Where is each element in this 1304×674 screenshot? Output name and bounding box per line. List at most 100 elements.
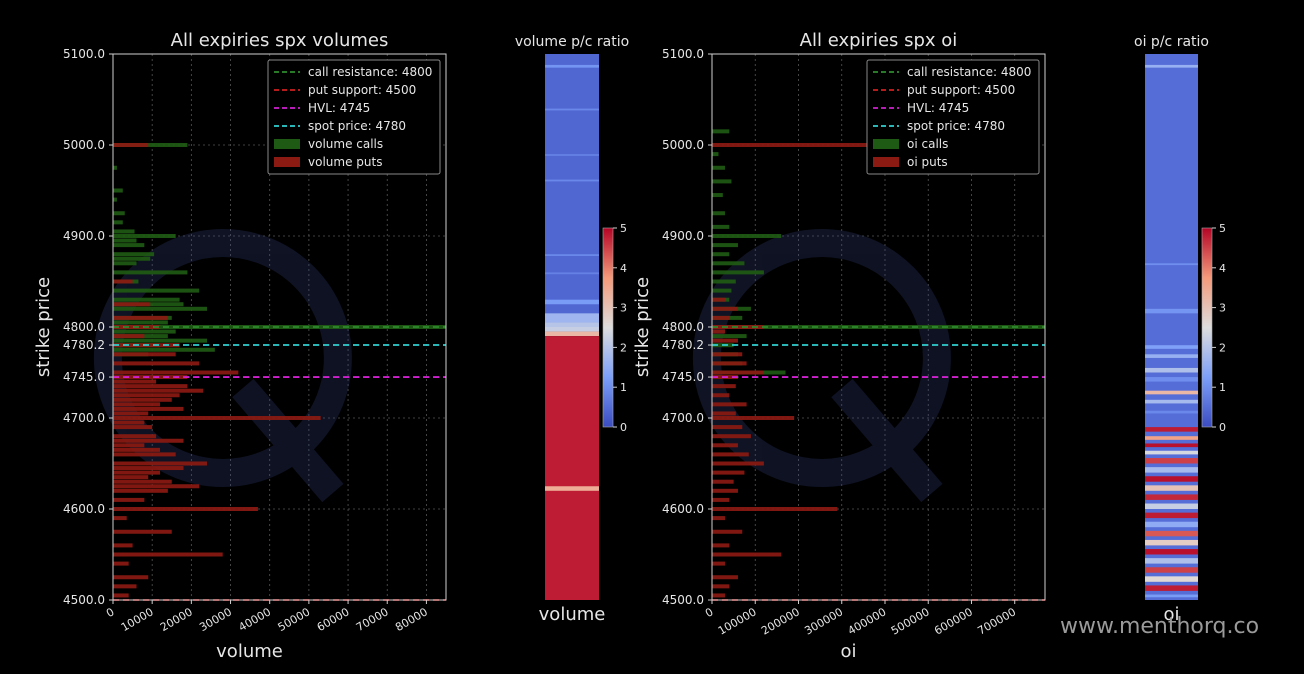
heatmap-band bbox=[545, 54, 599, 327]
bar bbox=[113, 420, 145, 425]
bar bbox=[113, 484, 200, 489]
heatmap-band bbox=[1145, 539, 1198, 546]
bar bbox=[113, 347, 215, 352]
bar bbox=[113, 188, 123, 193]
x-axis-label: volume bbox=[216, 641, 283, 662]
bar bbox=[113, 325, 446, 329]
heatmap-band bbox=[1145, 549, 1198, 555]
y-axis-label: strike price bbox=[632, 277, 653, 377]
heatmap-band bbox=[1145, 458, 1198, 464]
bar bbox=[113, 288, 200, 293]
bar bbox=[113, 238, 137, 243]
chart-title: All expiries spx volumes bbox=[171, 30, 389, 51]
bar bbox=[712, 593, 725, 598]
bar bbox=[712, 434, 751, 439]
bar bbox=[712, 479, 734, 484]
bar bbox=[712, 361, 747, 366]
bar bbox=[113, 397, 172, 402]
y-tick-label: 4800.0 bbox=[63, 320, 105, 334]
heatmap-band bbox=[1145, 567, 1198, 573]
bar bbox=[712, 297, 725, 302]
bar bbox=[113, 416, 321, 420]
legend-label: call resistance: 4800 bbox=[907, 65, 1031, 79]
bar bbox=[113, 352, 176, 357]
bar bbox=[712, 529, 743, 534]
bar bbox=[113, 447, 161, 452]
bar bbox=[712, 552, 782, 557]
heatmap-band bbox=[1145, 494, 1198, 500]
bar bbox=[113, 507, 258, 511]
bar bbox=[113, 297, 180, 302]
bar bbox=[712, 270, 764, 275]
bar bbox=[113, 243, 145, 248]
bar bbox=[113, 479, 172, 484]
bar bbox=[113, 543, 133, 548]
bar bbox=[113, 320, 168, 325]
bar bbox=[113, 475, 149, 480]
watermark-ring bbox=[93, 229, 352, 487]
bar bbox=[712, 575, 738, 580]
bar bbox=[113, 584, 137, 589]
heatmap-band bbox=[1145, 503, 1198, 509]
x-tick-label: 70000 bbox=[354, 605, 391, 634]
y-tick-label: 4500.0 bbox=[63, 593, 105, 607]
heatmap-band bbox=[1145, 530, 1198, 537]
x-tick-label: 400000 bbox=[846, 605, 889, 637]
bar bbox=[113, 379, 157, 384]
bar bbox=[113, 279, 133, 284]
heatmap-band bbox=[545, 64, 599, 68]
heatmap-band bbox=[545, 336, 599, 600]
legend-label: spot price: 4780 bbox=[308, 119, 406, 133]
heatmap-band bbox=[545, 313, 599, 323]
legend-label: put support: 4500 bbox=[907, 83, 1015, 97]
watermark-logo bbox=[93, 229, 352, 503]
heatmap-band bbox=[1145, 399, 1198, 404]
x-tick-label: 200000 bbox=[759, 605, 802, 637]
bar bbox=[712, 488, 738, 493]
heatmap-band bbox=[1145, 390, 1198, 395]
bar bbox=[113, 393, 180, 398]
y-tick-label: 4745.0 bbox=[63, 370, 105, 384]
bar bbox=[113, 461, 208, 466]
y-axis-label: strike price bbox=[33, 277, 54, 377]
bar bbox=[712, 561, 725, 566]
heatmap-band bbox=[1145, 576, 1198, 582]
bar bbox=[113, 552, 223, 557]
bar bbox=[113, 302, 151, 307]
bar bbox=[113, 488, 168, 493]
legend-label: oi puts bbox=[907, 155, 948, 169]
bar bbox=[712, 516, 725, 521]
heatmap-band bbox=[545, 154, 599, 156]
bar bbox=[113, 270, 188, 275]
x-tick-label: 500000 bbox=[889, 605, 932, 637]
bar bbox=[113, 261, 137, 266]
heatmap-band bbox=[545, 179, 599, 182]
bar bbox=[113, 329, 176, 334]
bar bbox=[712, 352, 743, 357]
bar bbox=[712, 416, 795, 420]
legend-label: oi calls bbox=[907, 137, 948, 151]
bar bbox=[712, 584, 730, 589]
bar bbox=[712, 443, 738, 448]
bar bbox=[712, 334, 747, 339]
x-tick-label: 300000 bbox=[802, 605, 845, 637]
colorbar-tick-label: 0 bbox=[620, 421, 627, 434]
x-tick-label: 20000 bbox=[158, 605, 195, 634]
legend-bar-swatch bbox=[873, 157, 899, 167]
bar bbox=[712, 234, 782, 238]
heatmap-band bbox=[1145, 594, 1198, 598]
bar bbox=[712, 193, 723, 198]
bar bbox=[113, 211, 125, 216]
heatmap-band bbox=[545, 299, 599, 305]
heatmap-title: oi p/c ratio bbox=[1134, 34, 1209, 50]
bar bbox=[712, 325, 1045, 329]
heatmap-band bbox=[1145, 485, 1198, 491]
heatmap-band bbox=[1145, 263, 1198, 266]
bar bbox=[712, 224, 730, 229]
bar bbox=[712, 152, 719, 157]
heatmap-band bbox=[1145, 354, 1198, 358]
bar bbox=[712, 497, 730, 502]
legend-label: HVL: 4745 bbox=[308, 101, 370, 115]
colorbar bbox=[602, 227, 614, 428]
x-tick-label: 100000 bbox=[716, 605, 759, 637]
